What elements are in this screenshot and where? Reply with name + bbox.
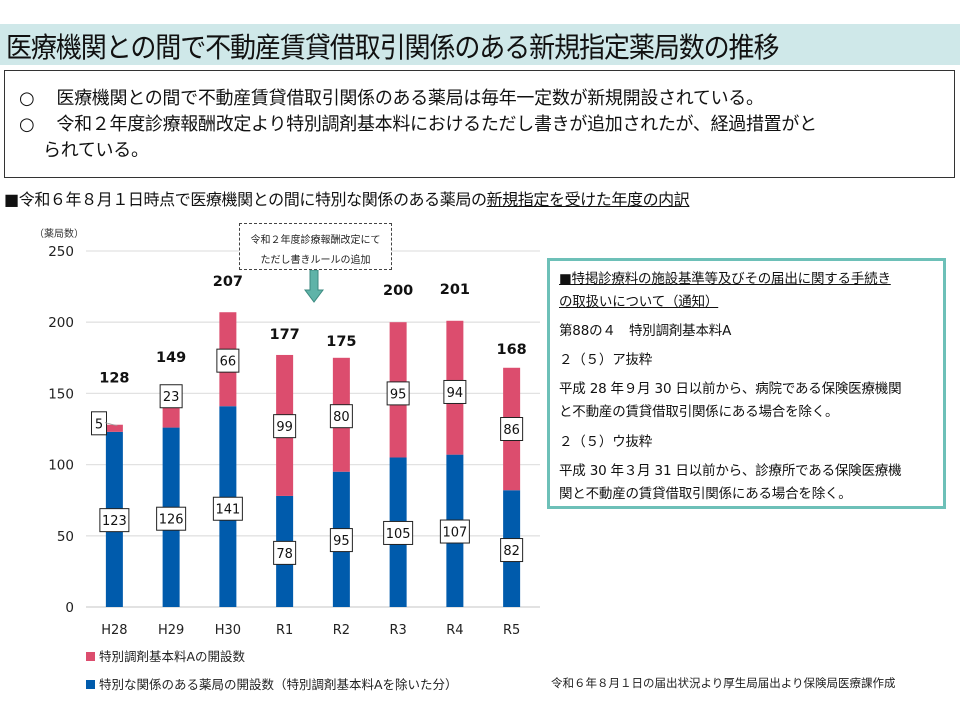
- notice-text-a-2: と不動産の賃貸借取引関係にある場合を除く。: [559, 404, 839, 420]
- bar-total-label: 175: [326, 334, 356, 350]
- y-tick-label: 200: [48, 315, 74, 331]
- data-label-blue: 78: [276, 547, 293, 562]
- data-label-pink: 66: [220, 355, 237, 370]
- data-label-blue: 141: [215, 503, 240, 518]
- notice-box: ■特掲診療料の施設基準等及びその届出に関する手続き の取扱いについて（通知） 第…: [547, 258, 946, 509]
- y-axis-label: （薬局数）: [34, 227, 84, 240]
- data-label-blue: 105: [386, 527, 411, 542]
- data-label-pink: 99: [276, 420, 293, 435]
- bar-total-label: 177: [269, 327, 299, 343]
- down-arrow-icon: [304, 269, 324, 303]
- x-tick-label: R5: [503, 623, 520, 638]
- data-label-blue: 107: [442, 526, 467, 541]
- summary-line-3: られている。: [43, 140, 149, 161]
- legend-item-series-a: 特別調剤基本料Aの開設数: [86, 646, 245, 665]
- y-tick-label: 100: [48, 458, 74, 474]
- notice-section-a: ２（５）ア抜粋: [559, 352, 653, 368]
- summary-box: ○ 医療機関との間で不動産賃貸借取引関係のある薬局は毎年一定数が新規開設されている…: [4, 70, 955, 178]
- data-label-blue: 82: [503, 544, 520, 559]
- legend-swatch-blue-icon: [86, 680, 95, 689]
- data-label-blue-box: [439, 519, 470, 544]
- summary-bullet-2: ○ 令和２年度診療報酬改定より特別調剤基本料におけるただし書きが追加されたが、経過…: [19, 110, 817, 136]
- y-tick-label: 150: [48, 386, 74, 402]
- summary-bullet-1: ○ 医療機関との間で不動産賃貸借取引関係のある薬局は毎年一定数が新規開設されている…: [19, 84, 764, 110]
- data-label-pink: 5: [95, 417, 103, 432]
- data-label-pink: 80: [333, 410, 350, 425]
- y-tick-label: 50: [57, 529, 74, 545]
- data-label-blue: 123: [102, 514, 127, 529]
- x-tick-label: H30: [215, 623, 241, 638]
- notice-text-u-2: 関と不動産の賃貸借取引関係にある場合を除く。: [559, 486, 852, 502]
- callout-line-1: 令和２年度診療報酬改定にて: [250, 235, 381, 246]
- notice-heading-line-1: ■特掲診療料の施設基準等及びその届出に関する手続き: [559, 271, 891, 287]
- notice-heading-line-2: の取扱いについて（通知）: [559, 294, 719, 310]
- bar-segment-pink: [105, 424, 123, 432]
- y-tick-label: 250: [48, 244, 74, 260]
- data-label-pink: 95: [390, 387, 407, 402]
- stacked-bar-chart: （薬局数） 0 50 100 150 200 250 H28 128 123 5 H29 149 126 2…: [34, 227, 540, 638]
- subheading-prefix: ■令和６年８月１日時点で医療機関との間に特別な関係のある薬局の: [4, 190, 487, 209]
- notice-text-a-1: 平成 28 年９月 30 日以前から、病院である保険医療機関: [559, 381, 902, 397]
- bar-total-label: 207: [213, 274, 243, 290]
- legend-swatch-pink-icon: [86, 652, 95, 661]
- legend-label-b: 特別な関係のある薬局の開設数（特別調剤基本料Aを除いた分）: [99, 677, 458, 692]
- x-tick-label: H29: [158, 623, 184, 638]
- revision-callout: 令和２年度診療報酬改定にて ただし書きルールの追加: [239, 223, 392, 270]
- callout-line-2: ただし書きルールの追加: [260, 255, 371, 266]
- data-label-blue-box: [273, 540, 297, 565]
- notice-item: 第88の４ 特別調剤基本料A: [559, 323, 732, 339]
- data-label-blue: 95: [333, 534, 350, 549]
- data-label-blue: 126: [159, 513, 184, 528]
- leader-line: [104, 422, 118, 427]
- subheading-underlined: 新規指定を受けた年度の内訳: [486, 190, 690, 209]
- data-label-blue-box: [99, 508, 130, 533]
- legend-item-series-b: 特別な関係のある薬局の開設数（特別調剤基本料Aを除いた分）: [86, 674, 458, 693]
- x-tick-label: R2: [333, 623, 350, 638]
- bar-total-label: 128: [99, 371, 129, 387]
- bar-total-label: 168: [496, 342, 526, 358]
- data-label-pink-box: [443, 379, 467, 404]
- data-label-blue-box: [212, 496, 243, 521]
- data-label-blue-box: [500, 538, 524, 563]
- chart-subheading: ■令和６年８月１日時点で医療機関との間に特別な関係のある薬局の新規指定を受けた年…: [4, 186, 690, 210]
- x-tick-label: R3: [389, 623, 406, 638]
- x-tick-label: R1: [276, 623, 293, 638]
- data-label-pink-box: [216, 348, 240, 373]
- data-label-blue-box: [329, 528, 353, 553]
- legend-label-a: 特別調剤基本料Aの開設数: [99, 649, 246, 664]
- data-label-pink-box: [159, 384, 183, 409]
- data-label-pink-box: [500, 417, 524, 441]
- data-label-pink: 86: [503, 423, 520, 438]
- notice-section-u: ２（５）ウ抜粋: [559, 434, 653, 450]
- notice-text-u-1: 平成 30 年３月 31 日以前から、診療所である保険医療機: [559, 463, 902, 479]
- y-tick-label: 0: [65, 600, 74, 616]
- page-title: 医療機関との間で不動産賃貸借取引関係のある新規指定薬局数の推移: [6, 31, 780, 64]
- data-label-blue-box: [383, 520, 414, 545]
- x-tick-label: R4: [446, 623, 463, 638]
- data-label-pink-box: [386, 381, 410, 406]
- bar-total-label: 200: [383, 283, 413, 299]
- bullet-circle-icon: ○: [19, 88, 35, 109]
- title-bar: 医療機関との間で不動産賃貸借取引関係のある新規指定薬局数の推移: [0, 24, 960, 65]
- data-label-pink-box: [273, 414, 297, 439]
- data-label-pink: 94: [447, 386, 464, 401]
- summary-line-2: 令和２年度診療報酬改定より特別調剤基本料におけるただし書きが追加されたが、経過措…: [56, 114, 817, 135]
- data-label-pink: 23: [163, 390, 180, 405]
- bullet-circle-icon: ○: [19, 114, 35, 135]
- data-label-blue-box: [156, 506, 187, 531]
- summary-line-1: 医療機関との間で不動産賃貸借取引関係のある薬局は毎年一定数が新規開設されている。: [56, 88, 764, 109]
- source-note: 令和６年８月１日の届出状況より厚生局届出より保険局医療課作成: [551, 676, 896, 690]
- data-label-pink-box: [329, 404, 353, 429]
- bar-total-label: 201: [440, 282, 470, 298]
- x-tick-label: H28: [101, 623, 127, 638]
- bar-total-label: 149: [156, 350, 186, 366]
